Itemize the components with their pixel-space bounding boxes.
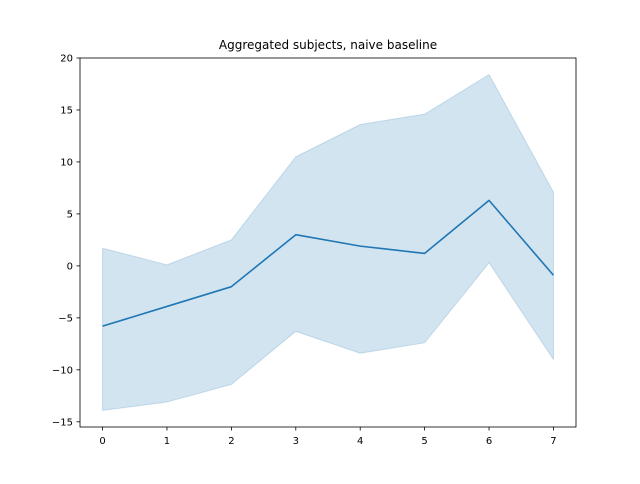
- x-tick-label: 2: [228, 436, 234, 447]
- y-tick-label: 10: [60, 157, 73, 168]
- y-tick-label: 5: [67, 209, 73, 220]
- y-tick-label: 0: [67, 261, 73, 272]
- y-tick-label: −5: [58, 313, 73, 324]
- confidence-band-0: [103, 75, 554, 411]
- y-tick-label: −15: [52, 417, 73, 428]
- y-tick-label: 20: [60, 54, 73, 65]
- chart-title: Aggregated subjects, naive baseline: [219, 38, 437, 52]
- x-tick-label: 5: [421, 436, 427, 447]
- x-tick-label: 6: [486, 436, 492, 447]
- x-tick-label: 1: [164, 436, 170, 447]
- y-axis-ticks: −15 −10 −5 0 5 10 15 20: [52, 54, 80, 429]
- x-tick-label: 0: [99, 436, 105, 447]
- x-tick-label: 4: [357, 436, 363, 447]
- x-tick-label: 7: [550, 436, 556, 447]
- confidence-band-layer: [103, 75, 554, 411]
- y-tick-label: 15: [60, 105, 73, 116]
- x-axis-ticks: 0 1 2 3 4 5 6 7: [99, 427, 556, 447]
- y-tick-label: −10: [52, 365, 73, 376]
- x-tick-label: 3: [293, 436, 299, 447]
